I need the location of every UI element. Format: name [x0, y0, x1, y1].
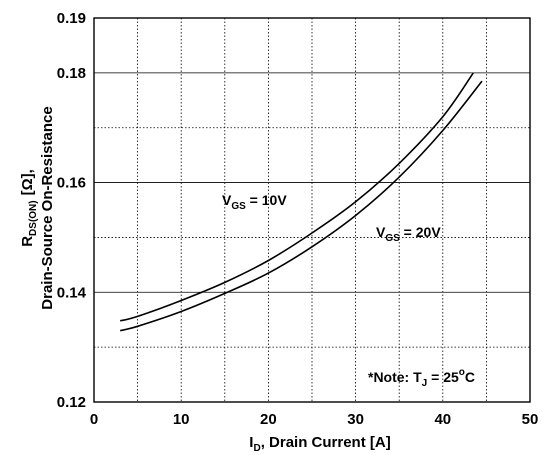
x-tick-label: 0 — [90, 411, 98, 428]
y-tick-label: 0.19 — [57, 10, 86, 27]
y-tick-label: 0.18 — [57, 65, 86, 82]
x-tick-label: 50 — [522, 411, 539, 428]
x-tick-label: 40 — [434, 411, 451, 428]
series-curve-vgs-10v — [120, 72, 474, 322]
x-tick-label: 20 — [260, 411, 277, 428]
series-label-vgs-20v: VGS = 20V — [376, 224, 441, 244]
series-label-vgs-10v-rest: = 10V — [246, 192, 288, 208]
note-sup: o — [459, 367, 465, 378]
note-prefix: *Note: T — [368, 369, 422, 385]
y-tick-label: 0.12 — [57, 394, 86, 411]
y-axis-title-r: R — [19, 236, 36, 247]
note-mid: = 25 — [427, 369, 459, 385]
y-axis-title-unit: [Ω], — [19, 169, 36, 195]
y-axis-title-sub: DS(ON) — [28, 200, 39, 236]
y-axis-title-line2: Drain-Source On-Resistance — [39, 106, 56, 309]
plot-frame — [93, 17, 531, 403]
x-tick-labels: 0 10 20 30 40 50 — [90, 411, 539, 428]
x-axis-title-main: I — [249, 434, 253, 451]
note-annotation: *Note: TJ = 25oC — [368, 367, 475, 389]
series-label-vgs-10v: VGS = 10V — [222, 192, 287, 212]
series-label-vgs-20v-rest: = 20V — [400, 224, 442, 240]
x-axis-title: ID, Drain Current [A] — [249, 434, 390, 454]
note-sub: J — [422, 378, 428, 389]
series-curve-vgs-20v — [120, 80, 483, 332]
x-axis-title-sub: D — [253, 443, 260, 454]
x-tick-label: 10 — [173, 411, 190, 428]
y-axis-title-line1: RDS(ON) [Ω], — [19, 169, 39, 247]
x-tick-label: 30 — [347, 411, 364, 428]
y-tick-label: 0.14 — [57, 284, 87, 301]
series-label-vgs-10v-sub: GS — [231, 201, 246, 212]
series-curves — [120, 72, 483, 332]
y-tick-labels: 0.12 0.14 0.16 0.18 0.19 — [57, 10, 87, 411]
note-suffix: C — [465, 369, 475, 385]
series-label-vgs-20v-main: V — [376, 224, 386, 240]
series-label-vgs-10v-main: V — [222, 192, 232, 208]
series-label-vgs-20v-sub: GS — [385, 233, 400, 244]
grid-lines — [94, 18, 530, 402]
y-tick-label: 0.16 — [57, 175, 86, 192]
x-axis-title-rest: , Drain Current [A] — [261, 434, 391, 451]
